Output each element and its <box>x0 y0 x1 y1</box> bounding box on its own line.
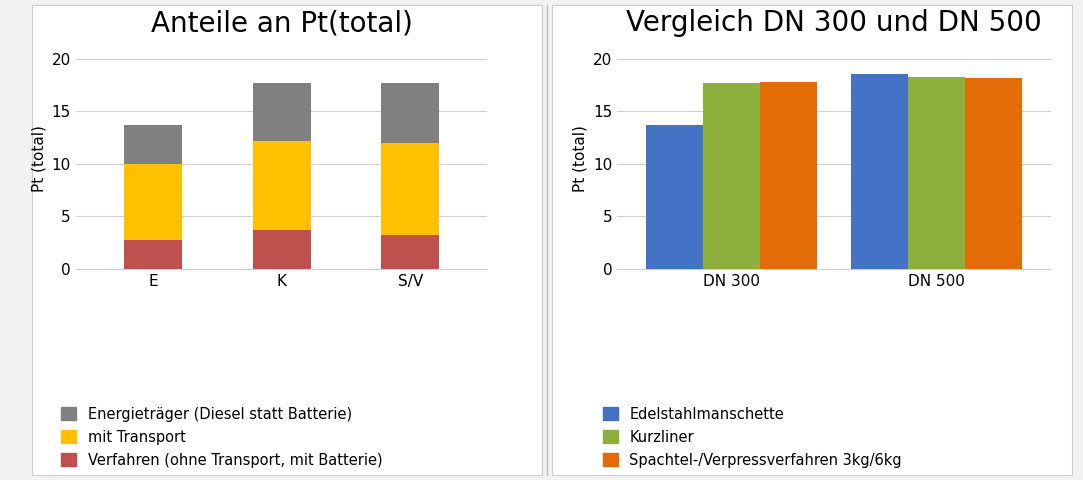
Y-axis label: Pt (total): Pt (total) <box>573 125 588 192</box>
Bar <box>381 235 439 269</box>
Bar <box>252 230 311 269</box>
Bar <box>125 240 182 269</box>
Bar <box>252 141 311 230</box>
Bar <box>851 74 908 269</box>
Legend: Edelstahlmanschette, Kurzliner, Spachtel-/Verpressverfahren 3kg/6kg: Edelstahlmanschette, Kurzliner, Spachtel… <box>603 407 902 468</box>
Bar <box>965 79 1022 269</box>
Bar <box>703 83 760 269</box>
Bar <box>125 164 182 240</box>
Bar <box>381 83 439 143</box>
Title: Vergleich DN 300 und DN 500: Vergleich DN 300 und DN 500 <box>626 9 1042 37</box>
Bar <box>908 77 965 269</box>
Bar <box>760 82 817 269</box>
Bar <box>252 83 311 141</box>
Bar <box>125 125 182 164</box>
Y-axis label: Pt (total): Pt (total) <box>31 125 47 192</box>
Bar <box>645 125 703 269</box>
Title: Anteile an Pt(total): Anteile an Pt(total) <box>151 9 413 37</box>
Bar <box>381 143 439 235</box>
Legend: Energieträger (Diesel statt Batterie), mit Transport, Verfahren (ohne Transport,: Energieträger (Diesel statt Batterie), m… <box>62 407 382 468</box>
